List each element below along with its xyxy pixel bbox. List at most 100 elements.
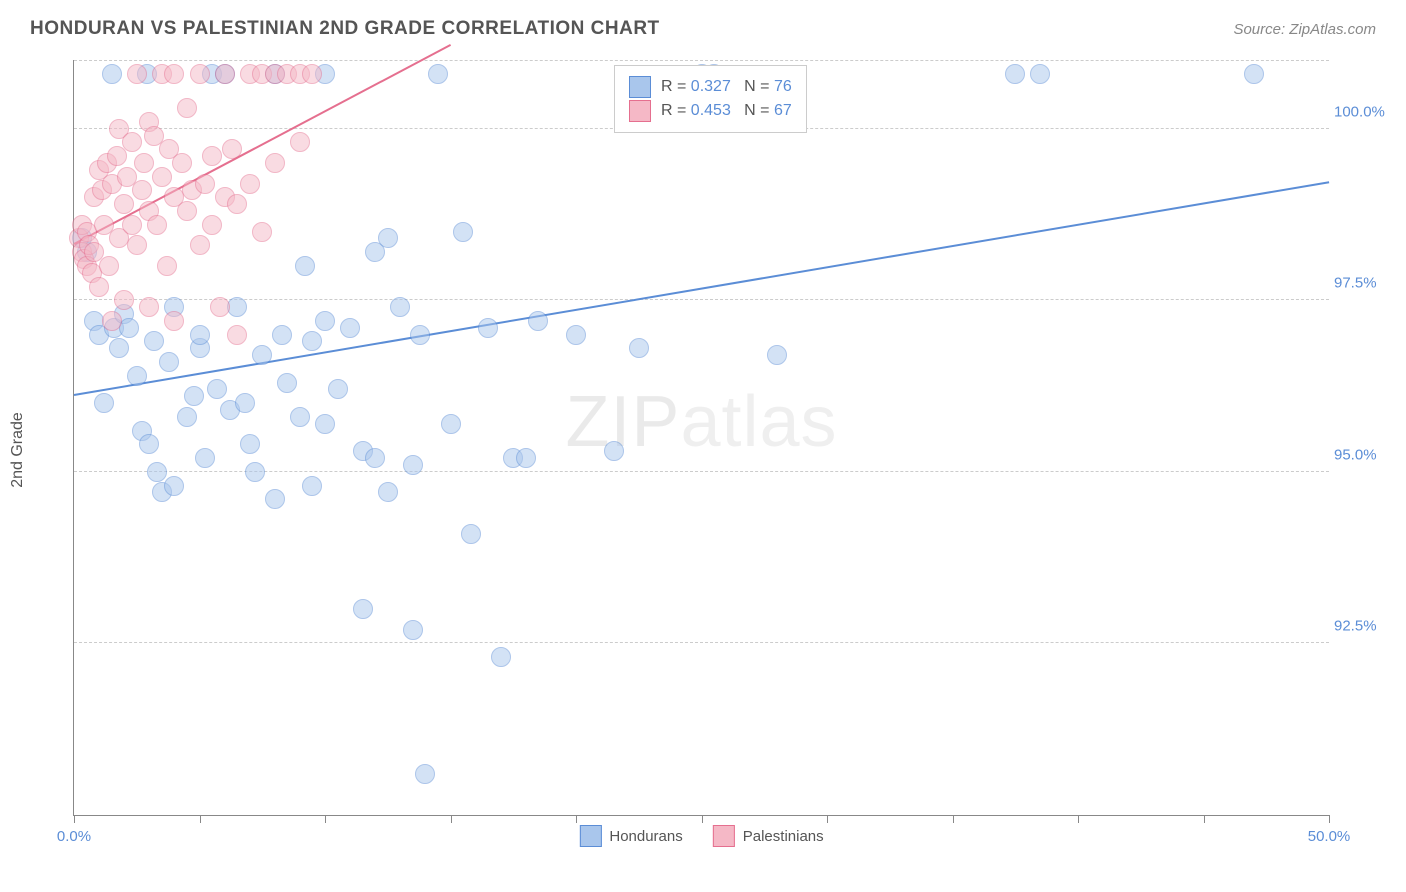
- data-point: [295, 256, 315, 276]
- legend-swatch: [629, 76, 651, 98]
- x-tick: [1329, 815, 1330, 823]
- data-point: [147, 215, 167, 235]
- data-point: [265, 153, 285, 173]
- data-point: [240, 434, 260, 454]
- chart-source: Source: ZipAtlas.com: [1233, 21, 1376, 38]
- legend-swatch: [713, 825, 735, 847]
- x-tick-label: 50.0%: [1308, 828, 1351, 845]
- data-point: [119, 318, 139, 338]
- data-point: [157, 256, 177, 276]
- legend-stats: R = 0.453 N = 67: [661, 102, 792, 120]
- data-point: [122, 132, 142, 152]
- data-point: [252, 222, 272, 242]
- data-point: [102, 64, 122, 84]
- data-point: [629, 338, 649, 358]
- gridline-h: [74, 60, 1329, 61]
- data-point: [147, 462, 167, 482]
- data-point: [215, 64, 235, 84]
- y-tick-label: 95.0%: [1334, 446, 1384, 463]
- data-point: [378, 228, 398, 248]
- data-point: [516, 448, 536, 468]
- data-point: [102, 311, 122, 331]
- legend-label: Hondurans: [609, 828, 682, 845]
- data-point: [127, 64, 147, 84]
- gridline-h: [74, 642, 1329, 643]
- x-tick: [702, 815, 703, 823]
- data-point: [403, 455, 423, 475]
- data-point: [378, 482, 398, 502]
- data-point: [441, 414, 461, 434]
- data-point: [290, 407, 310, 427]
- data-point: [202, 146, 222, 166]
- data-point: [89, 277, 109, 297]
- legend-swatch: [579, 825, 601, 847]
- data-point: [566, 325, 586, 345]
- gridline-h: [74, 299, 1329, 300]
- x-tick-label: 0.0%: [57, 828, 91, 845]
- data-point: [114, 194, 134, 214]
- data-point: [177, 201, 197, 221]
- plot-area: ZIPatlas 92.5%95.0%97.5%100.0%0.0%50.0%R…: [73, 60, 1329, 816]
- data-point: [767, 345, 787, 365]
- data-point: [222, 139, 242, 159]
- x-tick: [1204, 815, 1205, 823]
- correlation-legend: R = 0.327 N = 76 R = 0.453 N = 67: [614, 65, 807, 133]
- data-point: [240, 174, 260, 194]
- data-point: [302, 331, 322, 351]
- data-point: [210, 297, 230, 317]
- legend-label: Palestinians: [743, 828, 824, 845]
- data-point: [1005, 64, 1025, 84]
- data-point: [195, 174, 215, 194]
- data-point: [403, 620, 423, 640]
- y-tick-label: 100.0%: [1334, 103, 1384, 120]
- legend-stats: R = 0.327 N = 76: [661, 78, 792, 96]
- data-point: [202, 215, 222, 235]
- data-point: [190, 325, 210, 345]
- x-tick: [576, 815, 577, 823]
- data-point: [1244, 64, 1264, 84]
- data-point: [139, 434, 159, 454]
- data-point: [302, 64, 322, 84]
- data-point: [415, 764, 435, 784]
- data-point: [184, 386, 204, 406]
- data-point: [122, 215, 142, 235]
- data-point: [461, 524, 481, 544]
- data-point: [365, 448, 385, 468]
- data-point: [114, 290, 134, 310]
- data-point: [277, 373, 297, 393]
- data-point: [410, 325, 430, 345]
- legend-row: R = 0.453 N = 67: [629, 100, 792, 122]
- data-point: [290, 132, 310, 152]
- data-point: [132, 180, 152, 200]
- data-point: [164, 476, 184, 496]
- data-point: [235, 393, 255, 413]
- data-point: [127, 235, 147, 255]
- data-point: [172, 153, 192, 173]
- data-point: [302, 476, 322, 496]
- data-point: [604, 441, 624, 461]
- data-point: [207, 379, 227, 399]
- data-point: [94, 393, 114, 413]
- data-point: [177, 98, 197, 118]
- data-point: [245, 462, 265, 482]
- data-point: [227, 194, 247, 214]
- data-point: [315, 414, 335, 434]
- data-point: [109, 338, 129, 358]
- data-point: [159, 352, 179, 372]
- data-point: [340, 318, 360, 338]
- data-point: [144, 331, 164, 351]
- data-point: [164, 311, 184, 331]
- data-point: [528, 311, 548, 331]
- data-point: [428, 64, 448, 84]
- y-axis-label: 2nd Grade: [9, 412, 27, 488]
- data-point: [227, 325, 247, 345]
- x-tick: [953, 815, 954, 823]
- data-point: [164, 64, 184, 84]
- data-point: [134, 153, 154, 173]
- series-legend: Hondurans Palestinians: [579, 825, 823, 847]
- data-point: [272, 325, 292, 345]
- data-point: [227, 297, 247, 317]
- x-tick: [74, 815, 75, 823]
- data-point: [127, 366, 147, 386]
- data-point: [1030, 64, 1050, 84]
